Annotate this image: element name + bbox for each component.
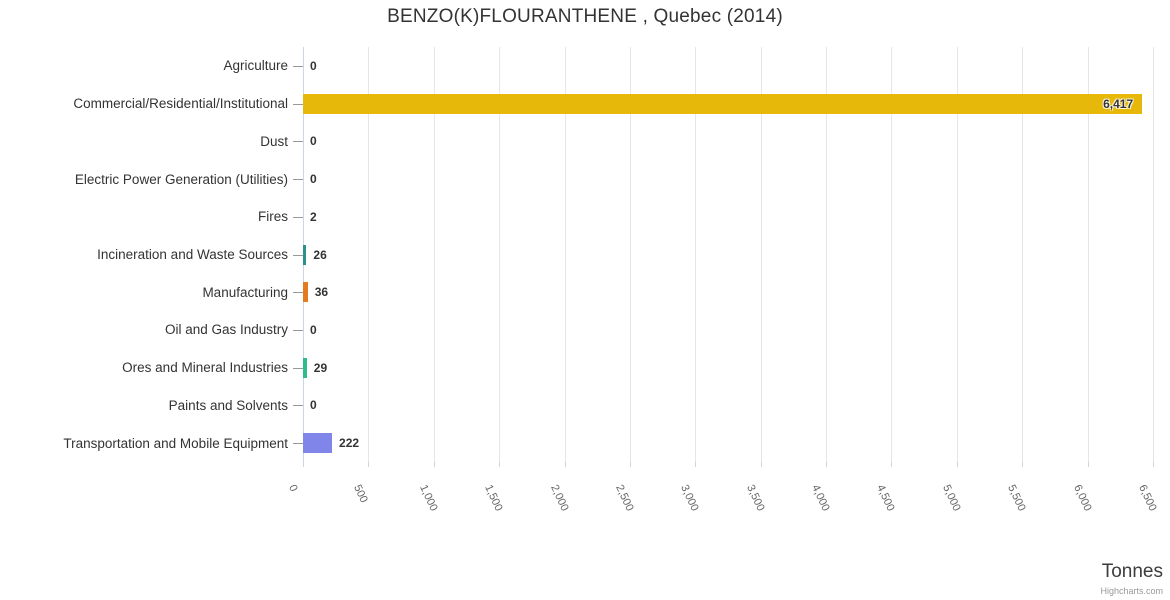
- category-tick: [293, 216, 303, 218]
- category-tick: [293, 141, 303, 143]
- category-label: Fires: [258, 209, 288, 225]
- x-gridline: [1022, 47, 1024, 462]
- category-label: Electric Power Generation (Utilities): [74, 171, 288, 187]
- x-axis-tick: [1087, 462, 1089, 467]
- bar[interactable]: [303, 244, 307, 265]
- x-axis-label: 4,500: [874, 483, 898, 514]
- x-gridline: [368, 47, 370, 462]
- x-gridline: [1153, 47, 1154, 462]
- data-label: 0: [310, 134, 317, 149]
- category-label: Transportation and Mobile Equipment: [63, 435, 288, 451]
- x-axis-label: 500: [351, 483, 371, 505]
- category-tick: [293, 103, 303, 105]
- category-tick: [293, 405, 303, 407]
- x-axis-label: 2,500: [613, 483, 636, 514]
- data-label: 0: [310, 58, 317, 73]
- category-tick: [293, 65, 303, 67]
- category-label: Commercial/Residential/Institutional: [73, 96, 288, 112]
- x-axis-label: 5,000: [939, 483, 963, 514]
- data-label: 222: [339, 436, 360, 451]
- x-axis-tick: [826, 462, 828, 467]
- category-label: Oil and Gas Industry: [164, 322, 288, 338]
- x-gridline: [1087, 47, 1089, 462]
- category-tick: [293, 179, 303, 181]
- x-axis-label: 2,000: [547, 483, 571, 514]
- x-axis-tick: [760, 462, 762, 467]
- category-label: Ores and Mineral Industries: [122, 360, 288, 376]
- x-axis-label: 0: [286, 483, 300, 494]
- x-axis-label: 6,000: [1070, 483, 1094, 514]
- x-axis-label: 4,000: [809, 483, 832, 514]
- category-label: Incineration and Waste Sources: [97, 246, 288, 262]
- category-label: Agriculture: [223, 58, 288, 74]
- x-gridline: [629, 47, 631, 462]
- bar[interactable]: [303, 433, 333, 454]
- bar[interactable]: [303, 93, 1143, 114]
- x-gridline: [956, 47, 958, 462]
- x-gridline: [826, 47, 828, 462]
- category-tick: [293, 367, 303, 369]
- x-gridline: [433, 47, 435, 462]
- bar[interactable]: [303, 357, 307, 378]
- data-label: 0: [310, 398, 317, 413]
- x-gridline: [760, 47, 762, 462]
- x-axis-label: 3,000: [678, 483, 701, 514]
- x-axis-tick: [1022, 462, 1024, 467]
- highcharts-credits-link[interactable]: Highcharts.com: [1100, 586, 1163, 596]
- x-axis-title: Tonnes: [1101, 561, 1163, 582]
- x-axis-tick: [368, 462, 370, 467]
- x-axis-tick: [629, 462, 631, 467]
- bar[interactable]: [303, 282, 308, 303]
- category-tick: [293, 254, 303, 256]
- x-gridline: [564, 47, 566, 462]
- category-label: Paints and Solvents: [168, 397, 288, 413]
- x-axis-label: 1,500: [482, 483, 505, 514]
- x-gridline: [695, 47, 697, 462]
- category-label: Dust: [260, 133, 288, 149]
- data-label: 6,417: [1103, 96, 1134, 111]
- x-axis-tick: [956, 462, 958, 467]
- category-label: Manufacturing: [202, 284, 288, 300]
- category-tick: [293, 443, 303, 445]
- x-axis-tick: [564, 462, 566, 467]
- x-axis-tick: [695, 462, 697, 467]
- x-axis-tick: [891, 462, 893, 467]
- x-axis-tick: [1153, 462, 1154, 467]
- x-axis-tick: [433, 462, 435, 467]
- data-label: 0: [310, 322, 317, 337]
- x-axis-label: 6,500: [1136, 483, 1159, 514]
- chart-title: BENZO(K)FLOURANTHENE , Quebec (2014): [387, 6, 783, 27]
- x-axis-label: 1,000: [416, 483, 440, 514]
- data-label: 36: [314, 285, 329, 300]
- data-label: 26: [313, 247, 327, 262]
- category-tick: [293, 329, 303, 331]
- x-axis-label: 3,500: [743, 483, 767, 514]
- category-tick: [293, 292, 303, 294]
- data-label: 0: [310, 172, 317, 187]
- data-label: 2: [310, 209, 317, 224]
- data-label: 29: [313, 360, 328, 375]
- x-axis-label: 5,500: [1005, 483, 1028, 514]
- x-axis-tick: [303, 462, 304, 467]
- plot-area: 0 6,417 0 0 2 26 36 0 29 0 222: [303, 47, 1154, 467]
- x-gridline: [499, 47, 501, 462]
- x-gridline: [891, 47, 893, 462]
- x-axis-tick: [499, 462, 501, 467]
